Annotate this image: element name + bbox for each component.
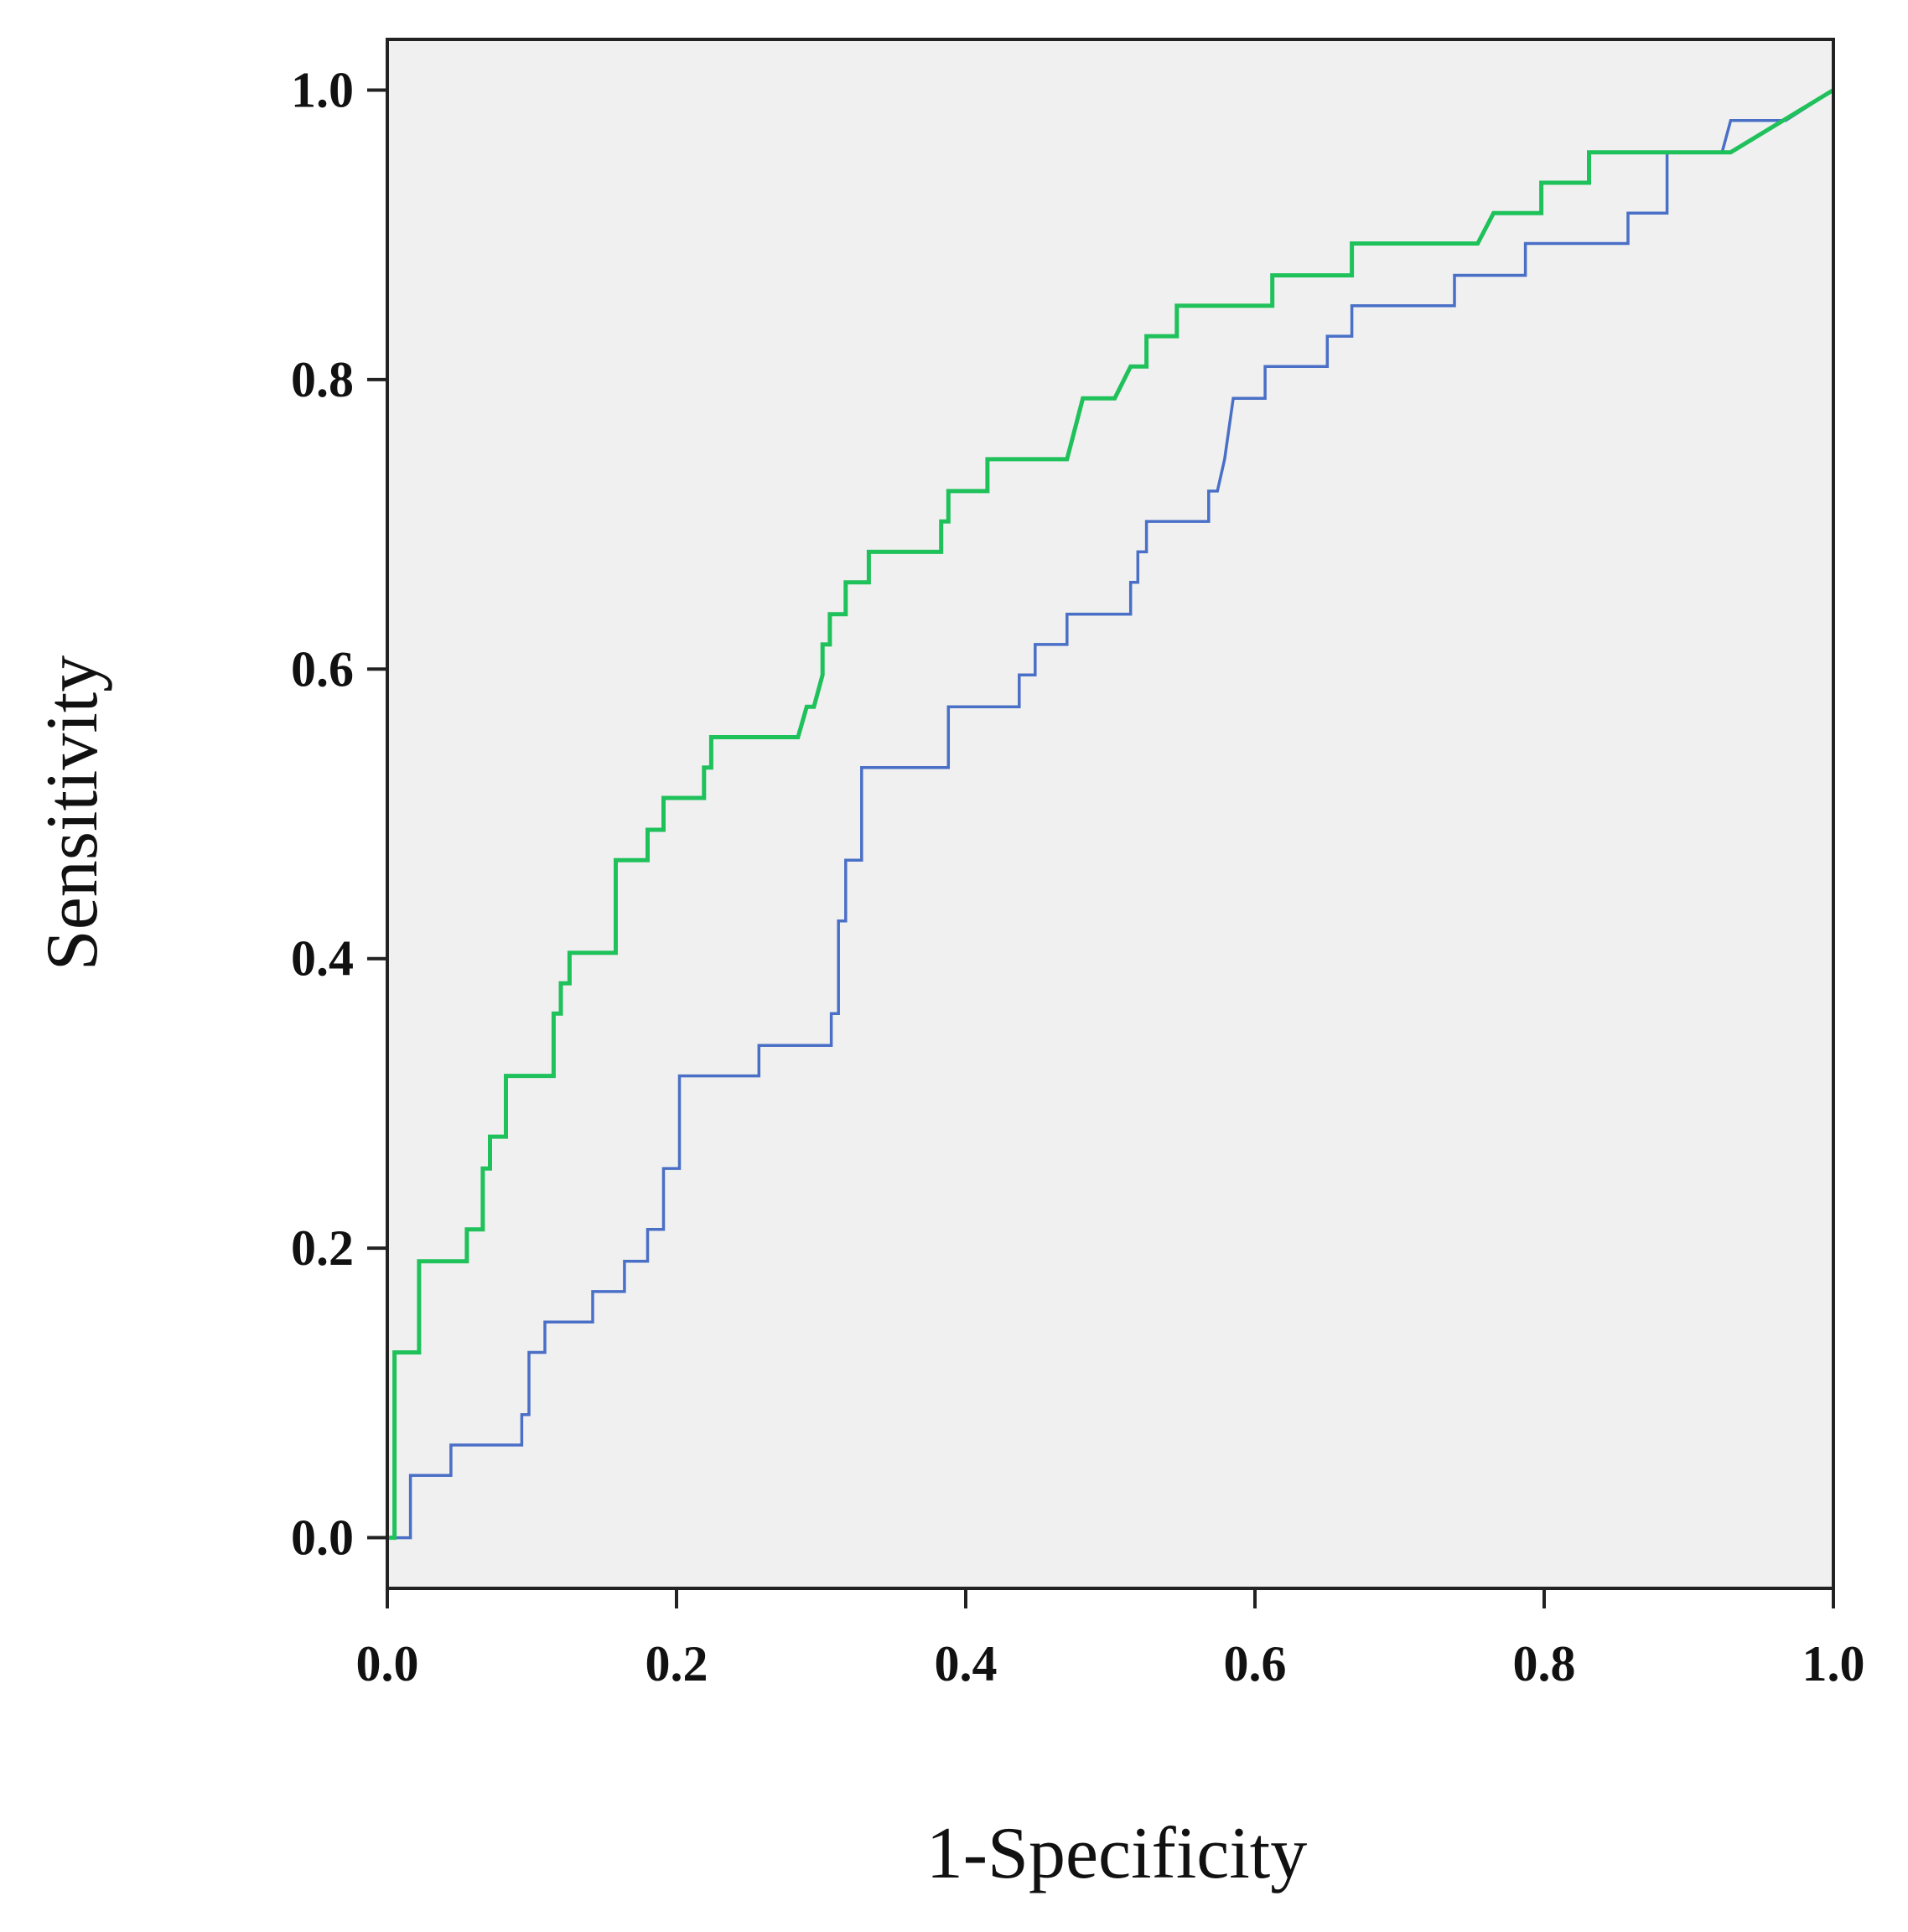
plot-frame (386, 38, 1835, 1590)
y-tick-label: 0.8 (291, 352, 354, 407)
series-layer (387, 88, 1835, 1541)
x-axis: 0.0 0.2 0.4 0.6 0.8 1.0 (356, 1588, 1865, 1691)
y-axis: 0.0 0.2 0.4 0.6 0.8 1.0 (291, 62, 387, 1566)
x-tick-label: 0.8 (1513, 1636, 1576, 1691)
series-line-green-curve (387, 88, 1835, 1541)
y-tick-label: 0.6 (291, 641, 354, 697)
x-axis-title: 1-Specificity (926, 1813, 1308, 1894)
x-tick-label: 1.0 (1802, 1636, 1865, 1691)
y-tick-label: 0.4 (291, 931, 354, 987)
x-tick-label: 0.2 (646, 1636, 708, 1691)
x-tick-label: 0.0 (356, 1636, 419, 1691)
y-axis-title: Sensitivity (32, 655, 113, 971)
series-line-blue-curve (387, 88, 1834, 1540)
y-tick-label: 0.2 (291, 1220, 354, 1276)
x-tick-label: 0.4 (935, 1636, 998, 1691)
x-tick-label: 0.6 (1224, 1636, 1287, 1691)
y-tick-label: 0.0 (291, 1510, 354, 1566)
plot-background (387, 39, 1833, 1588)
y-tick-label: 1.0 (291, 62, 354, 117)
